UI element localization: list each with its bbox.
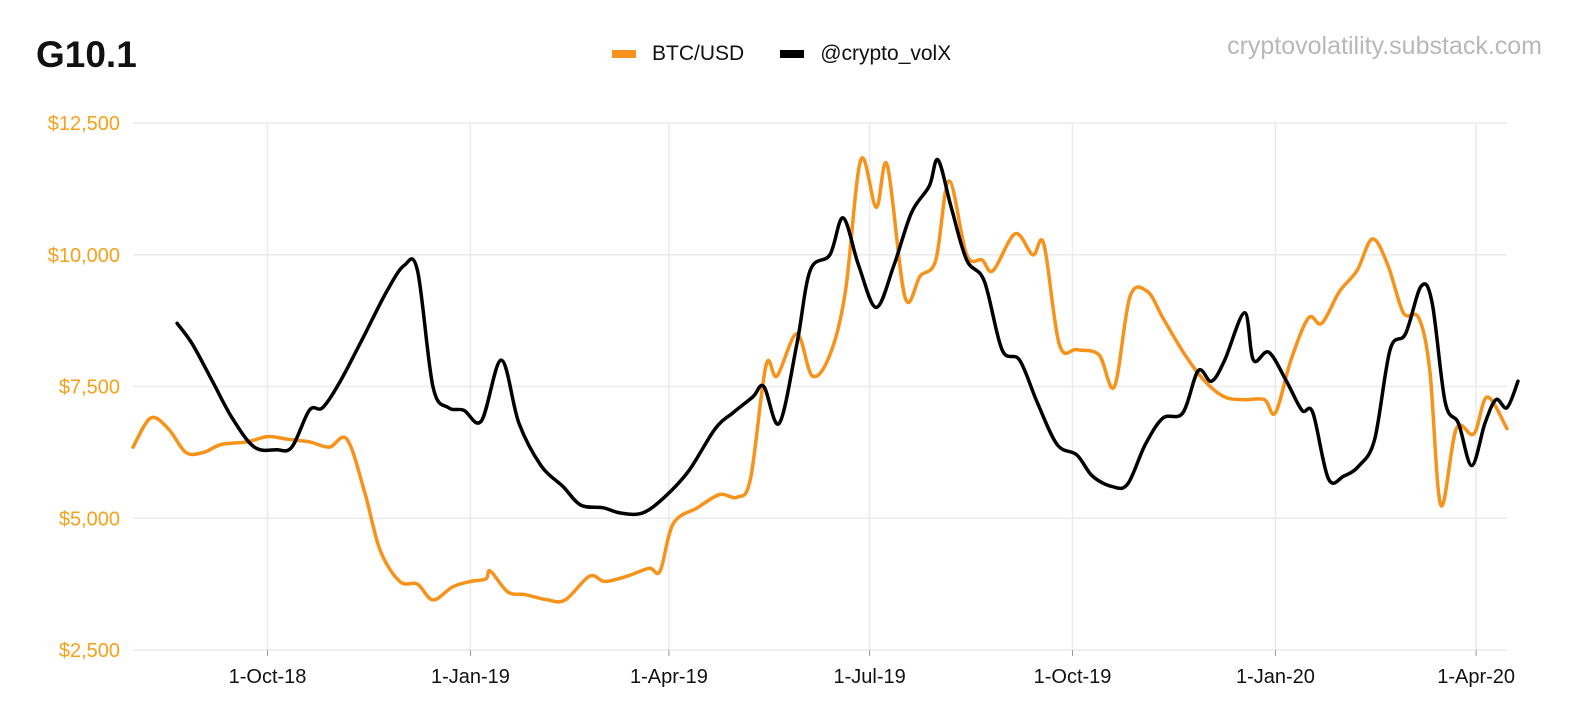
y-tick-label: $2,500 <box>59 640 120 662</box>
x-tick-label: 1-Jul-19 <box>833 666 905 688</box>
chart-legend: BTC/USD @crypto_volX <box>612 42 951 66</box>
watermark: cryptovolatility.substack.com <box>1227 32 1542 60</box>
y-tick-label: $12,500 <box>48 113 120 135</box>
legend-label-btc: BTC/USD <box>652 42 745 65</box>
x-tick-label: 1-Oct-18 <box>229 666 307 688</box>
series-line-crypto-volx <box>175 157 1520 517</box>
y-tick-label: $7,500 <box>59 377 120 399</box>
legend-swatch-vol <box>780 50 805 58</box>
legend-item-vol: @crypto_volX <box>780 42 951 66</box>
legend-swatch-btc <box>612 50 636 58</box>
legend-label-vol: @crypto_volX <box>820 42 952 65</box>
x-tick-label: 1-Apr-20 <box>1437 666 1515 688</box>
y-tick-label: $5,000 <box>59 508 120 530</box>
legend-item-btc: BTC/USD <box>612 42 744 66</box>
series-line-btc-usd <box>131 156 1509 604</box>
chart-title: G10.1 <box>36 34 137 75</box>
x-tick-label: 1-Oct-19 <box>1034 666 1112 688</box>
x-tick-label: 1-Jan-20 <box>1236 666 1315 688</box>
x-tick-label: 1-Apr-19 <box>630 666 708 688</box>
x-tick-label: 1-Jan-19 <box>431 666 510 688</box>
y-tick-label: $10,000 <box>48 245 120 267</box>
